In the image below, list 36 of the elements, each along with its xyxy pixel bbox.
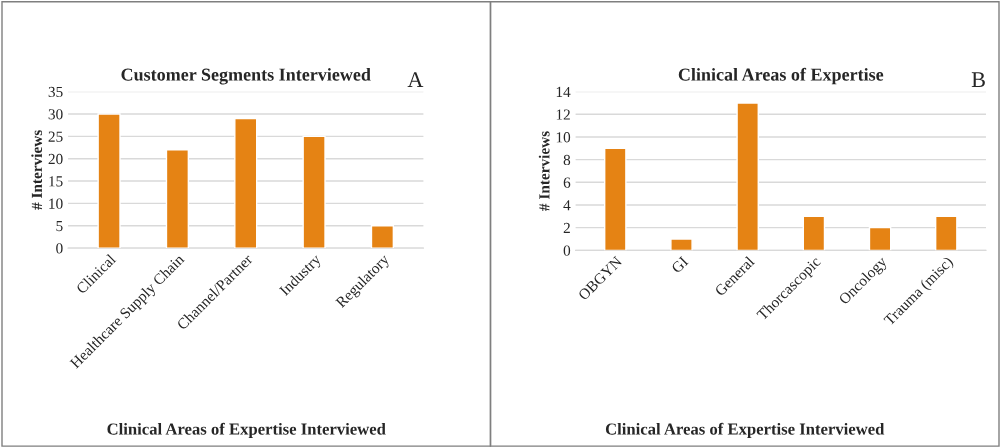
bar	[302, 135, 326, 249]
bar	[370, 225, 395, 249]
bar	[234, 117, 258, 249]
y-tick-label: 0	[563, 245, 571, 256]
bar	[165, 149, 190, 249]
bar	[868, 226, 892, 251]
bar	[604, 147, 627, 251]
y-tick-label: 30	[48, 109, 63, 120]
y-tick-label: 35	[48, 86, 63, 98]
y-tick-label: 15	[49, 176, 63, 187]
bar	[670, 238, 693, 251]
y-tick-label: 4	[563, 200, 571, 211]
bar	[802, 215, 826, 251]
bar	[97, 113, 121, 249]
bar	[934, 215, 958, 251]
y-tick-label: 25	[48, 131, 63, 142]
y-tick-label: 2	[563, 222, 570, 233]
y-axis-title: # Interviews	[31, 130, 43, 210]
chart-title: Customer Segments Interviewed	[121, 68, 371, 85]
y-tick-label: 6	[563, 177, 571, 188]
y-tick-label: 12	[556, 109, 570, 120]
y-tick-label: 5	[56, 221, 63, 232]
text: B	[971, 72, 985, 87]
y-tick-label: 20	[48, 153, 63, 165]
y-tick-label: 8	[563, 154, 571, 166]
y-axis-title: # Interviews	[538, 131, 550, 211]
x-axis-title: Clinical Areas of Expertise Interviewed	[605, 422, 885, 439]
text: A	[407, 72, 424, 87]
y-tick-label: 14	[556, 86, 571, 97]
y-tick-label: 0	[56, 243, 63, 254]
x-tick-label: GI	[670, 255, 689, 274]
y-tick-label: 10	[49, 198, 63, 209]
x-axis-title: Clinical Areas of Expertise Interviewed	[107, 422, 386, 439]
bar	[736, 102, 759, 251]
chart-title: Clinical Areas of Expertise	[678, 67, 884, 85]
y-tick-label: 10	[556, 132, 571, 143]
